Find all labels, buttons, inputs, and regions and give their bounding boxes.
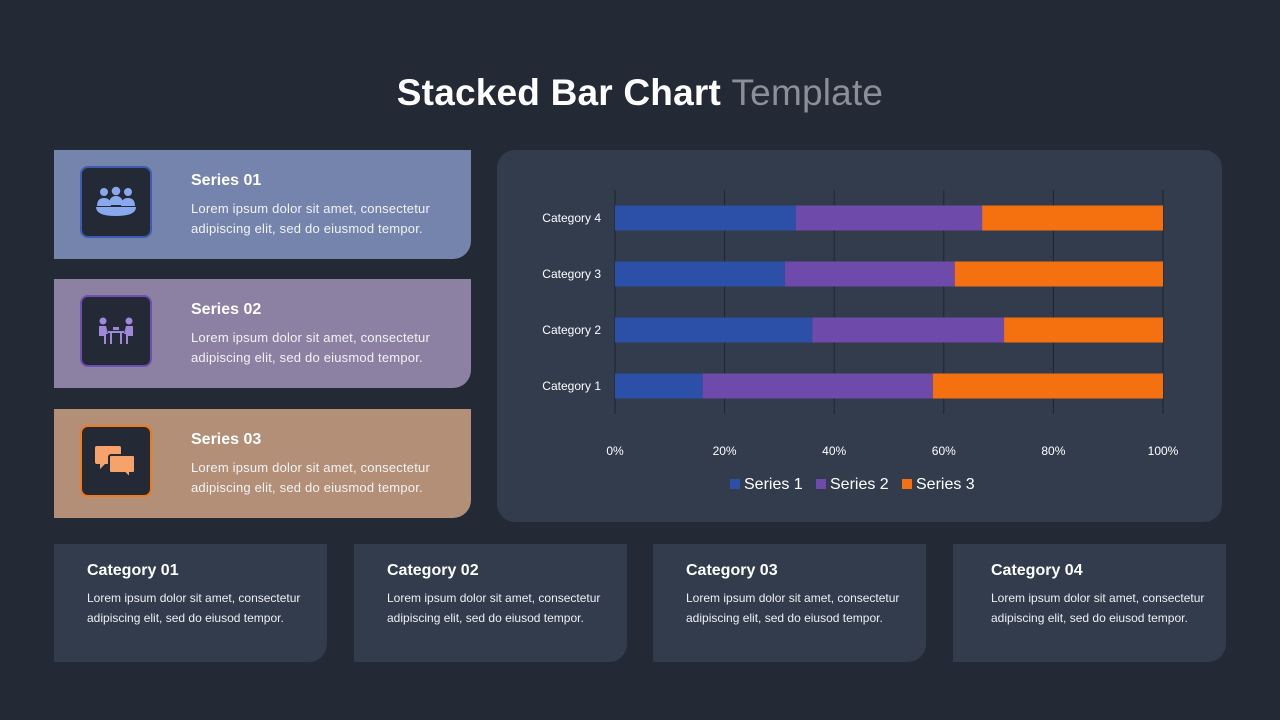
legend-swatch-3 bbox=[902, 479, 912, 489]
series-card-body: Lorem ipsum dolor sit amet, consectetur … bbox=[191, 330, 431, 365]
category-card-1: Category 01 Lorem ipsum dolor sit amet, … bbox=[54, 544, 327, 662]
category-label: Category 1 bbox=[542, 379, 601, 393]
x-tick-label: 60% bbox=[932, 444, 956, 458]
bar-segment-1 bbox=[615, 373, 703, 399]
series-card-1: Series 01 Lorem ipsum dolor sit amet, co… bbox=[54, 150, 471, 259]
legend-label: Series 2 bbox=[830, 476, 889, 493]
stacked-bar-chart: 0% 20% 40% 60% 80% 100% Category 1 Category 2 Ca… bbox=[542, 190, 1179, 493]
series-card-3: Series 03 Lorem ipsum dolor sit amet, co… bbox=[54, 409, 471, 518]
x-tick-label: 40% bbox=[822, 444, 846, 458]
category-card-2: Category 02 Lorem ipsum dolor sit amet, … bbox=[354, 544, 627, 662]
page-title: Stacked Bar Chart Template bbox=[0, 72, 1280, 114]
category-card-heading: Category 02 bbox=[387, 562, 479, 579]
bar-segment-3 bbox=[1004, 317, 1163, 343]
bar-segment-1 bbox=[615, 205, 796, 231]
category-card-body: Lorem ipsum dolor sit amet, consectetur … bbox=[991, 591, 1205, 625]
bar-segment-3 bbox=[982, 205, 1163, 231]
title-light: Template bbox=[731, 72, 884, 113]
x-tick-label: 20% bbox=[713, 444, 737, 458]
meeting-group-icon bbox=[80, 166, 152, 238]
category-card-body: Lorem ipsum dolor sit amet, consectetur … bbox=[686, 591, 900, 625]
bar-segment-2 bbox=[702, 373, 933, 399]
series-card-2: Series 02 Lorem ipsum dolor sit amet, co… bbox=[54, 279, 471, 388]
category-card-body: Lorem ipsum dolor sit amet, consectetur … bbox=[87, 591, 301, 625]
bar-segment-2 bbox=[795, 205, 983, 231]
x-tick-label: 80% bbox=[1041, 444, 1065, 458]
chat-bubbles-icon bbox=[80, 425, 152, 497]
category-card-4: Category 04 Lorem ipsum dolor sit amet, … bbox=[953, 544, 1226, 662]
category-card-heading: Category 03 bbox=[686, 562, 778, 579]
category-card-heading: Category 01 bbox=[87, 562, 179, 579]
series-card-body: Lorem ipsum dolor sit amet, consectetur … bbox=[191, 201, 431, 236]
bar-segment-3 bbox=[932, 373, 1163, 399]
chart-panel: 0% 20% 40% 60% 80% 100% Category 1 Category 2 Ca… bbox=[497, 150, 1222, 522]
series-card-heading: Series 03 bbox=[191, 431, 262, 448]
legend-label: Series 1 bbox=[744, 476, 803, 493]
bar-segment-1 bbox=[615, 261, 785, 287]
series-card-heading: Series 01 bbox=[191, 172, 262, 189]
category-card-heading: Category 04 bbox=[991, 562, 1083, 579]
category-card-3: Category 03 Lorem ipsum dolor sit amet, … bbox=[653, 544, 926, 662]
people-at-table-icon bbox=[80, 295, 152, 367]
x-tick-label: 0% bbox=[606, 444, 624, 458]
category-card-body: Lorem ipsum dolor sit amet, consectetur … bbox=[387, 591, 601, 625]
title-main: Stacked Bar Chart bbox=[396, 72, 721, 113]
x-tick-label: 100% bbox=[1148, 444, 1179, 458]
bar-segment-1 bbox=[615, 317, 813, 343]
category-label: Category 3 bbox=[542, 267, 601, 281]
legend-swatch-2 bbox=[816, 479, 826, 489]
bar-segment-2 bbox=[812, 317, 1005, 343]
bar-segment-2 bbox=[784, 261, 955, 287]
series-card-body: Lorem ipsum dolor sit amet, consectetur … bbox=[191, 460, 431, 495]
legend-label: Series 3 bbox=[916, 476, 975, 493]
category-label: Category 4 bbox=[542, 211, 601, 225]
series-card-heading: Series 02 bbox=[191, 301, 262, 318]
category-label: Category 2 bbox=[542, 323, 601, 337]
bar-segment-3 bbox=[954, 261, 1163, 287]
legend-swatch-1 bbox=[730, 479, 740, 489]
